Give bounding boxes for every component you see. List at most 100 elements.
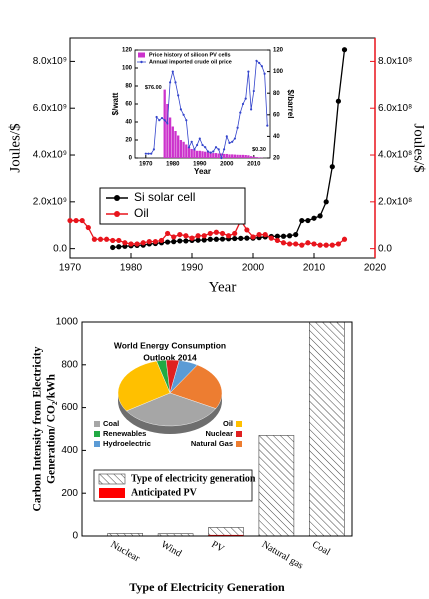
x-tick-label: PV bbox=[209, 539, 226, 555]
point bbox=[225, 135, 228, 138]
point bbox=[193, 148, 196, 151]
x-tick-label: 2000 bbox=[242, 263, 265, 274]
point bbox=[177, 231, 183, 238]
y-tick-label: 200 bbox=[61, 488, 78, 499]
point bbox=[146, 239, 152, 245]
point bbox=[220, 156, 223, 160]
point bbox=[250, 108, 253, 111]
point bbox=[152, 148, 155, 151]
bar bbox=[222, 153, 226, 158]
point bbox=[244, 235, 250, 241]
point bbox=[219, 236, 226, 242]
pie-title: World Energy Consumption bbox=[114, 340, 226, 350]
point bbox=[252, 89, 255, 93]
point bbox=[116, 244, 122, 250]
legend-swatch bbox=[236, 441, 242, 447]
y-tick-label: 600 bbox=[61, 402, 78, 413]
point bbox=[201, 233, 207, 239]
point bbox=[150, 152, 153, 155]
point bbox=[169, 81, 172, 84]
legend-label: Coal bbox=[103, 419, 119, 428]
y-tick-label: 400 bbox=[61, 445, 78, 456]
point bbox=[67, 217, 73, 224]
point bbox=[223, 148, 226, 151]
point bbox=[287, 233, 293, 239]
bar bbox=[308, 321, 345, 537]
legend-swatch bbox=[236, 431, 242, 437]
point bbox=[122, 240, 128, 246]
pie-slice bbox=[169, 364, 223, 409]
point bbox=[299, 242, 305, 248]
plot-frame bbox=[81, 321, 353, 537]
bar bbox=[258, 435, 295, 537]
legend-label: Anticipated PV bbox=[131, 487, 198, 498]
point bbox=[250, 234, 256, 240]
point bbox=[213, 229, 219, 235]
y-tick-label: 8.0x10⁹ bbox=[33, 56, 67, 67]
y-tick-label: 1000 bbox=[56, 317, 79, 328]
y-tick-label: 120 bbox=[122, 48, 133, 54]
x-tick-label: 2010 bbox=[303, 263, 326, 274]
point bbox=[207, 230, 213, 237]
bar bbox=[249, 156, 253, 158]
point bbox=[323, 242, 329, 248]
point bbox=[91, 236, 97, 242]
point bbox=[166, 122, 169, 125]
y2-tick-label: 4.0x10⁸ bbox=[378, 150, 412, 161]
point bbox=[263, 72, 266, 75]
bar bbox=[187, 147, 191, 158]
point bbox=[152, 239, 158, 245]
legend-label: Price history of silicon PV cells bbox=[149, 52, 231, 58]
bar bbox=[168, 117, 172, 158]
point bbox=[134, 241, 140, 247]
y-axis-title: Joules/$ bbox=[7, 123, 23, 173]
point bbox=[329, 164, 335, 170]
y-axis-title: Carbon Intensity from Electricity bbox=[32, 346, 44, 511]
series-line bbox=[145, 60, 268, 160]
point bbox=[274, 237, 280, 244]
point bbox=[317, 213, 323, 219]
point bbox=[198, 137, 201, 140]
bar bbox=[212, 153, 215, 158]
point bbox=[268, 235, 274, 241]
x-tick-label: 2010 bbox=[247, 162, 261, 168]
point bbox=[341, 47, 348, 53]
point bbox=[97, 236, 104, 242]
x-tick-label: 1980 bbox=[120, 263, 143, 274]
point bbox=[236, 126, 239, 129]
bar bbox=[255, 157, 258, 158]
y-tick-label: 60 bbox=[125, 102, 132, 108]
point bbox=[195, 237, 201, 243]
point bbox=[187, 146, 191, 149]
x-axis-title: Year bbox=[209, 279, 237, 295]
point bbox=[266, 124, 269, 127]
point bbox=[174, 81, 177, 84]
legend-marker bbox=[114, 195, 120, 201]
point bbox=[195, 233, 201, 239]
y-tick-label: 0.0 bbox=[53, 243, 67, 254]
value-label: $76.00 bbox=[145, 85, 162, 91]
bar bbox=[225, 153, 228, 158]
bar bbox=[198, 150, 201, 158]
pie-slice bbox=[117, 360, 171, 412]
bar bbox=[228, 154, 231, 158]
y2-tick-label: 120 bbox=[273, 48, 284, 54]
point bbox=[189, 235, 195, 241]
point bbox=[258, 61, 261, 65]
bar bbox=[239, 154, 242, 158]
y-tick-label: 40 bbox=[125, 120, 132, 126]
bar bbox=[163, 89, 166, 158]
bar bbox=[208, 534, 244, 536]
bar bbox=[204, 151, 207, 158]
bar bbox=[177, 135, 180, 158]
y2-tick-label: 0.0 bbox=[378, 243, 392, 254]
point bbox=[311, 241, 317, 247]
y-tick-label: 100 bbox=[122, 66, 133, 72]
x-tick-label: Wind bbox=[159, 539, 183, 559]
legend-label: Oil bbox=[134, 206, 149, 220]
legend-swatch bbox=[138, 52, 145, 58]
point bbox=[214, 146, 218, 149]
y-tick-label: 0 bbox=[129, 156, 133, 162]
